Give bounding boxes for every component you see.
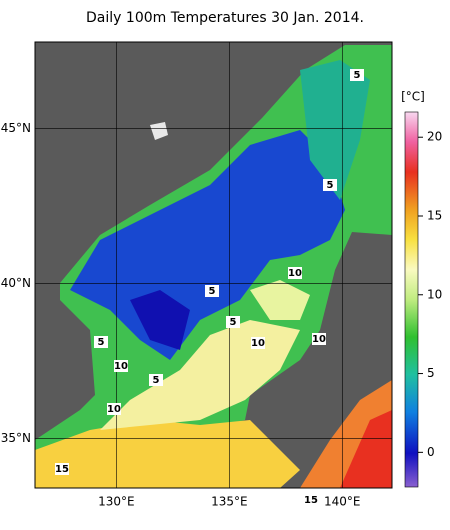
contour-label-box	[304, 494, 318, 506]
contour-label-box	[350, 69, 364, 81]
colorbar	[404, 111, 419, 488]
cold-core	[130, 290, 190, 350]
lat-tick-label: 45°N	[1, 121, 31, 135]
warm-eddy	[250, 280, 310, 320]
contour-label-box	[94, 336, 108, 348]
north-water	[300, 60, 370, 200]
contour-label-box	[288, 267, 302, 279]
contour-label-box	[114, 360, 128, 372]
contour-label: 5	[153, 375, 160, 386]
colorbar-tick-label: 20	[427, 130, 442, 144]
contour-label: 15	[304, 495, 318, 506]
lon-tick-label: 140°E	[324, 495, 361, 509]
tsushima-current	[35, 420, 300, 488]
warm-water	[100, 320, 300, 430]
colorbar-unit: [°C]	[401, 90, 425, 104]
map-frame	[34, 41, 393, 489]
lat-tick-label: 35°N	[1, 431, 31, 445]
contour-label: 15	[55, 464, 69, 475]
contour-label: 10	[251, 338, 265, 349]
lon-tick-label: 135°E	[211, 495, 248, 509]
no-data	[150, 122, 168, 140]
contour-label: 10	[114, 361, 128, 372]
colorbar-tick-label: 10	[427, 287, 442, 301]
contour-label-box	[149, 374, 163, 386]
contour-label: 5	[327, 180, 334, 191]
contour-label-box	[323, 179, 337, 191]
contour-label: 10	[288, 268, 302, 279]
contour-label: 10	[312, 334, 326, 345]
contour-label: 10	[107, 404, 121, 415]
contour-label: 5	[354, 70, 361, 81]
map-area	[35, 42, 392, 488]
lon-tick-label: 130°E	[98, 495, 135, 509]
contour-label: 5	[230, 317, 237, 328]
pacific-warm	[340, 410, 392, 488]
colorbar-tick-label: 0	[427, 445, 435, 459]
contour-label-box	[251, 337, 265, 349]
contour-label: 5	[209, 286, 216, 297]
contour-label-box	[55, 463, 69, 475]
contour-label: 5	[98, 337, 105, 348]
contour-label-box	[205, 285, 219, 297]
contour-label-box	[226, 316, 240, 328]
colorbar-tick-label: 5	[427, 366, 435, 380]
title: Daily 100m Temperatures 30 Jan. 2014.	[86, 10, 364, 26]
colorbar-tick-label: 15	[427, 208, 442, 222]
contour-label-box	[107, 403, 121, 415]
lat-tick-label: 40°N	[1, 276, 31, 290]
contour-label-box	[312, 333, 326, 345]
